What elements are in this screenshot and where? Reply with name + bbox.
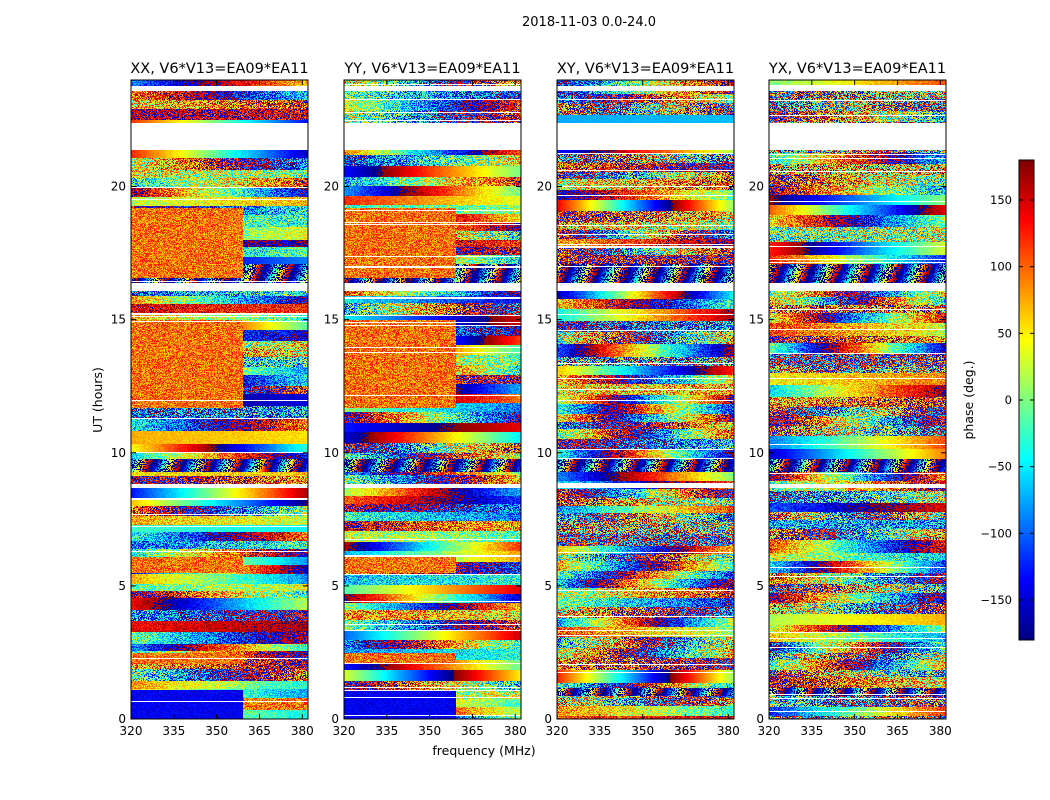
panel-frame-yx (768, 79, 947, 720)
y-tick-label: 5 (118, 579, 126, 593)
y-tick-label: 0 (544, 712, 552, 726)
x-tick-label: 335 (800, 724, 823, 738)
colorbar-tick-label: 100 (990, 260, 1012, 274)
x-tick-label: 365 (461, 724, 484, 738)
x-tick-label: 350 (205, 724, 228, 738)
colorbar-label: phase (deg.) (961, 361, 976, 440)
panel-title-xx: XX, V6*V13=EA09*EA11 (130, 61, 308, 77)
panel-frame-xy (556, 79, 735, 720)
x-tick-label: 380 (291, 724, 314, 738)
x-tick-label: 350 (843, 724, 866, 738)
panel-frame-xx (130, 79, 309, 720)
y-tick-label: 5 (756, 579, 764, 593)
y-tick-label: 5 (331, 579, 339, 593)
x-tick-label: 365 (248, 724, 271, 738)
x-tick-label: 320 (546, 724, 569, 738)
colorbar-tick-label: 150 (990, 193, 1012, 207)
colorbar-tick-label: −100 (980, 526, 1012, 540)
y-tick-label: 15 (324, 313, 339, 327)
y-tick-label: 10 (111, 446, 126, 460)
x-tick-label: 320 (758, 724, 781, 738)
x-tick-label: 380 (504, 724, 527, 738)
figure-title: 2018-11-03 0.0-24.0 (522, 15, 656, 30)
x-tick-label: 350 (631, 724, 654, 738)
heatmap-yx (769, 80, 946, 719)
colorbar-tick-label: 0 (1005, 393, 1012, 407)
colorbar-tick-label: −150 (980, 593, 1012, 607)
colorbar-tick-label: −50 (988, 460, 1012, 474)
y-tick-label: 15 (537, 313, 552, 327)
y-tick-label: 0 (331, 712, 339, 726)
x-tick-label: 335 (375, 724, 398, 738)
x-tick-label: 350 (418, 724, 441, 738)
y-tick-label: 20 (324, 180, 339, 194)
x-axis-label: frequency (MHz) (432, 743, 535, 758)
panel-title-xy: XY, V6*V13=EA09*EA11 (557, 61, 734, 77)
x-tick-label: 320 (120, 724, 143, 738)
y-tick-label: 15 (749, 313, 764, 327)
panel-title-yy: YY, V6*V13=EA09*EA11 (343, 61, 520, 77)
y-tick-label: 10 (324, 446, 339, 460)
x-tick-label: 335 (162, 724, 185, 738)
x-tick-label: 320 (333, 724, 356, 738)
y-tick-label: 20 (537, 180, 552, 194)
y-tick-label: 15 (111, 313, 126, 327)
x-tick-label: 380 (717, 724, 740, 738)
panel-frame-yy (343, 79, 522, 720)
y-tick-label: 20 (749, 180, 764, 194)
colorbar-gradient (1019, 160, 1034, 640)
heatmap-yy (344, 80, 521, 719)
x-tick-label: 365 (674, 724, 697, 738)
heatmap-xy (557, 80, 734, 719)
colorbar-tick-label: 50 (997, 326, 1012, 340)
y-axis-label: UT (hours) (90, 367, 105, 433)
x-tick-label: 380 (929, 724, 952, 738)
x-tick-label: 335 (588, 724, 611, 738)
heatmap-xx (131, 80, 308, 719)
panel-title-yx: YX, V6*V13=EA09*EA11 (768, 61, 946, 77)
y-tick-label: 20 (111, 180, 126, 194)
y-tick-label: 0 (118, 712, 126, 726)
y-tick-label: 10 (537, 446, 552, 460)
y-tick-label: 0 (756, 712, 764, 726)
y-tick-label: 5 (544, 579, 552, 593)
y-tick-label: 10 (749, 446, 764, 460)
x-tick-label: 365 (886, 724, 909, 738)
